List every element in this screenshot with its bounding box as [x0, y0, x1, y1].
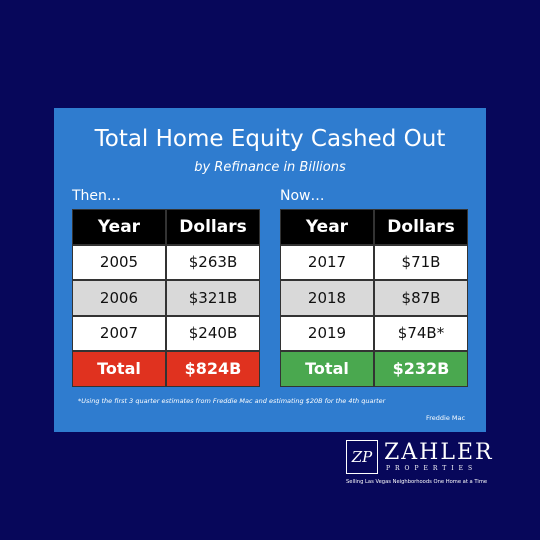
- total-cell: $824B: [166, 351, 260, 387]
- cell: 2007: [72, 315, 166, 351]
- header-cell: Dollars: [166, 209, 260, 245]
- cell: 2005: [72, 244, 166, 280]
- logo-mark: ZP: [346, 440, 378, 474]
- cell: 2006: [72, 280, 166, 316]
- cell: 2018: [280, 280, 374, 316]
- footnote: *Using the first 3 quarter estimates fro…: [78, 397, 386, 405]
- title: Total Home Equity Cashed Out: [94, 126, 446, 152]
- header-cell: Year: [72, 209, 166, 245]
- cell: $263B: [166, 244, 260, 280]
- logo-name: ZAHLER: [384, 440, 494, 465]
- cell: $321B: [166, 280, 260, 316]
- total-cell: $232B: [374, 351, 468, 387]
- total-cell: Total: [72, 351, 166, 387]
- cell: $71B: [374, 244, 468, 280]
- cell: 2017: [280, 244, 374, 280]
- logo-subname: PROPERTIES: [386, 465, 478, 472]
- table-label: Then…: [72, 188, 121, 204]
- cell: $240B: [166, 315, 260, 351]
- total-cell: Total: [280, 351, 374, 387]
- cell: $74B*: [374, 315, 468, 351]
- panel: Total Home Equity Cashed Out by Refinanc…: [54, 108, 486, 432]
- source: Freddie Mac: [426, 414, 466, 422]
- logo-tagline: Selling Las Vegas Neighborhoods One Home…: [346, 479, 488, 485]
- header-cell: Dollars: [374, 209, 468, 245]
- table-label: Now…: [280, 188, 325, 204]
- cell: 2019: [280, 315, 374, 351]
- header-cell: Year: [280, 209, 374, 245]
- cell: $87B: [374, 280, 468, 316]
- subtitle: by Refinance in Billions: [194, 160, 346, 175]
